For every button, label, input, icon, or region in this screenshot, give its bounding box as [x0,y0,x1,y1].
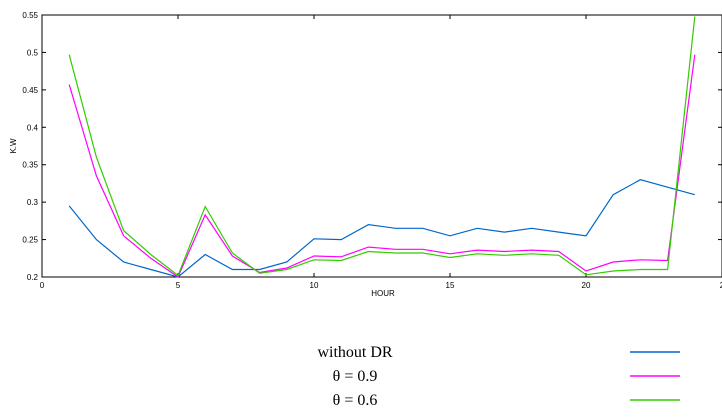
y-tick-label: 0.3 [27,198,39,207]
series-line-1 [68,179,695,278]
x-tick-label: 0 [40,281,45,290]
legend: without DR θ = 0.9 θ = 0.6 [317,344,680,409]
x-axis: 0 5 10 15 20 2 [40,273,722,290]
y-tick-label: 0.2 [27,273,39,282]
y-tick-label: 0.55 [22,11,38,20]
y-tick-label: 0.45 [22,86,38,95]
x-tick-label: 5 [176,281,181,290]
legend-label: θ = 0.6 [333,392,378,409]
top-axis-ticks [177,15,587,19]
series-line-3 [68,16,696,277]
y-tick-label: 0.35 [22,161,38,170]
x-tick-label: 2 [720,281,722,290]
y-axis: 0.2 0.25 0.3 0.35 0.4 0.45 0.5 0.55 [22,11,722,282]
y-tick-label: 0.5 [27,48,39,57]
legend-label: without DR [317,344,392,361]
x-tick-label: 10 [310,281,319,290]
x-tick-label: 15 [446,281,455,290]
plot-area [41,14,722,278]
x-tick-label: 20 [582,281,591,290]
legend-label: θ = 0.9 [333,368,378,385]
y-axis-label: K.W [9,138,18,154]
series-line-2 [68,54,696,278]
y-tick-label: 0.25 [22,236,38,245]
y-tick-label: 0.4 [27,123,39,132]
x-axis-label: HOUR [371,289,395,298]
series-lines [68,16,696,278]
